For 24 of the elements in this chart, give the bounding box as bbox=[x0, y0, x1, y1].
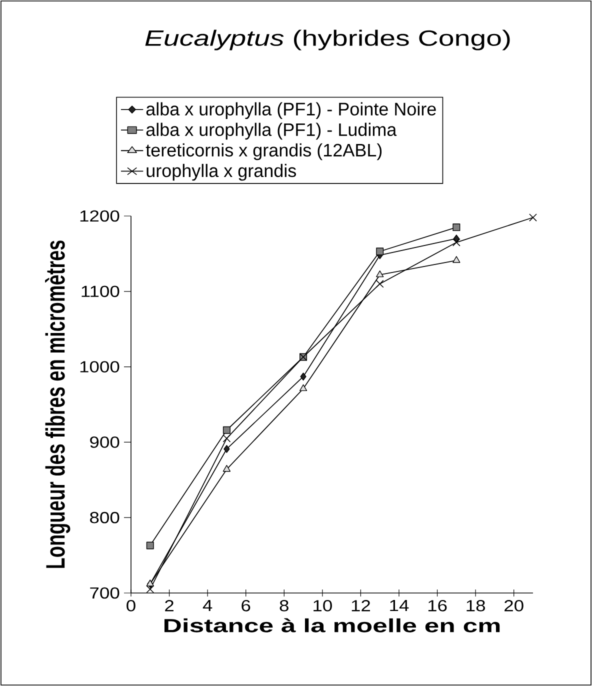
x-tick-label: 20 bbox=[504, 600, 524, 612]
x-tick-label: 8 bbox=[280, 600, 288, 612]
x-tick-label: 4 bbox=[202, 600, 212, 612]
x-tick-label: 6 bbox=[242, 600, 250, 612]
legend-label: alba x urophylla (PF1) - Ludima bbox=[146, 122, 397, 140]
x-tick-label: 0 bbox=[126, 600, 136, 612]
x-tick-label: 14 bbox=[390, 600, 409, 612]
legend-label: alba x urophylla (PF1) - Pointe Noire bbox=[146, 102, 436, 120]
x-tick-label: 18 bbox=[466, 600, 485, 612]
y-tick-label: 1100 bbox=[82, 286, 120, 298]
legend-label: urophylla x grandis bbox=[146, 164, 296, 181]
y-axis-title: Longueur des fibres en micromètres bbox=[45, 240, 70, 568]
x-tick-label: 16 bbox=[428, 600, 447, 612]
legend-label: tereticornis x grandis (12ABL) bbox=[146, 143, 382, 160]
y-tick-label: 1000 bbox=[80, 361, 120, 372]
y-tick-label: 700 bbox=[90, 587, 120, 599]
chart-title: Eucalyptus (hybrides Congo) bbox=[145, 30, 510, 50]
x-tick-label: 2 bbox=[165, 600, 174, 612]
y-tick-label: 1200 bbox=[80, 210, 120, 222]
x-axis-title: Distance à la moelle en cm bbox=[164, 618, 500, 632]
y-tick-label: 800 bbox=[90, 512, 120, 524]
x-tick-label: 10 bbox=[314, 600, 332, 612]
y-tick-label: 900 bbox=[90, 436, 120, 448]
x-tick-label: 12 bbox=[352, 600, 370, 612]
